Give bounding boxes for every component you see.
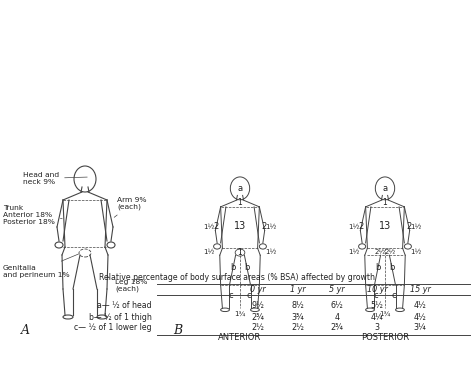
Text: c: c: [229, 291, 234, 300]
Text: 5 yr: 5 yr: [329, 284, 345, 293]
Text: 1¾: 1¾: [234, 310, 246, 316]
Text: 0 yr: 0 yr: [250, 284, 266, 293]
Text: 4½: 4½: [414, 312, 427, 322]
Text: 4: 4: [335, 312, 339, 322]
Text: 1½: 1½: [348, 249, 360, 255]
Text: 1: 1: [383, 198, 387, 207]
Text: ANTERIOR: ANTERIOR: [219, 333, 262, 342]
Text: Leg 18%
(each): Leg 18% (each): [107, 277, 147, 292]
Text: a: a: [383, 184, 388, 193]
Text: 1 yr: 1 yr: [290, 284, 306, 293]
Text: 2½: 2½: [385, 249, 396, 255]
Text: A: A: [20, 323, 29, 337]
Text: 2: 2: [406, 222, 411, 231]
Text: Trunk
Anterior 18%
Posterior 18%: Trunk Anterior 18% Posterior 18%: [3, 205, 62, 225]
Text: 2½: 2½: [252, 323, 264, 333]
Text: 13: 13: [234, 221, 246, 231]
Text: 5½: 5½: [371, 301, 383, 311]
Text: c— ½ of 1 lower leg: c— ½ of 1 lower leg: [74, 323, 152, 333]
Text: 8½: 8½: [292, 301, 304, 311]
Text: 1¾: 1¾: [379, 310, 391, 316]
Text: 2½: 2½: [374, 249, 385, 255]
Text: Head and
neck 9%: Head and neck 9%: [23, 172, 87, 185]
Text: 3¼: 3¼: [414, 323, 427, 333]
Text: 3¾: 3¾: [292, 312, 304, 322]
Text: 15 yr: 15 yr: [410, 284, 430, 293]
Text: 13: 13: [379, 221, 391, 231]
Text: b: b: [375, 263, 381, 272]
Text: POSTERIOR: POSTERIOR: [361, 333, 409, 342]
Text: 2¾: 2¾: [252, 312, 264, 322]
Text: a— ½ of head: a— ½ of head: [97, 301, 152, 311]
Text: 10 yr: 10 yr: [366, 284, 387, 293]
Text: 1½: 1½: [348, 224, 360, 230]
Text: c: c: [392, 291, 396, 300]
Text: 4¼: 4¼: [371, 312, 383, 322]
Text: a: a: [237, 184, 243, 193]
Text: Genitalia
and perineum 1%: Genitalia and perineum 1%: [3, 254, 78, 278]
Text: 1½: 1½: [410, 224, 421, 230]
Text: 1½: 1½: [410, 249, 421, 255]
Text: Relative percentage of body surface areas (% BSA) affected by growth: Relative percentage of body surface area…: [99, 273, 375, 283]
Text: b: b: [245, 263, 250, 272]
Text: 1½: 1½: [265, 224, 276, 230]
Text: b— ½ of 1 thigh: b— ½ of 1 thigh: [89, 312, 152, 322]
Text: b: b: [230, 263, 236, 272]
Text: b: b: [389, 263, 395, 272]
Text: 1½: 1½: [203, 224, 215, 230]
Text: 1½: 1½: [203, 249, 215, 255]
Text: 2: 2: [214, 222, 219, 231]
Text: 1½: 1½: [265, 249, 276, 255]
Text: 2: 2: [261, 222, 266, 231]
Text: B: B: [173, 323, 182, 337]
Text: 4½: 4½: [414, 301, 427, 311]
Text: 1: 1: [237, 248, 242, 257]
Text: 3: 3: [374, 323, 380, 333]
Text: 2¾: 2¾: [330, 323, 344, 333]
Text: 2½: 2½: [292, 323, 304, 333]
Text: 2: 2: [359, 222, 364, 231]
Text: c: c: [374, 291, 379, 300]
Text: 6½: 6½: [331, 301, 343, 311]
Text: 9½: 9½: [252, 301, 264, 311]
Text: 1: 1: [237, 198, 242, 207]
Text: c: c: [246, 291, 251, 300]
Text: Arm 9%
(each): Arm 9% (each): [114, 197, 146, 217]
